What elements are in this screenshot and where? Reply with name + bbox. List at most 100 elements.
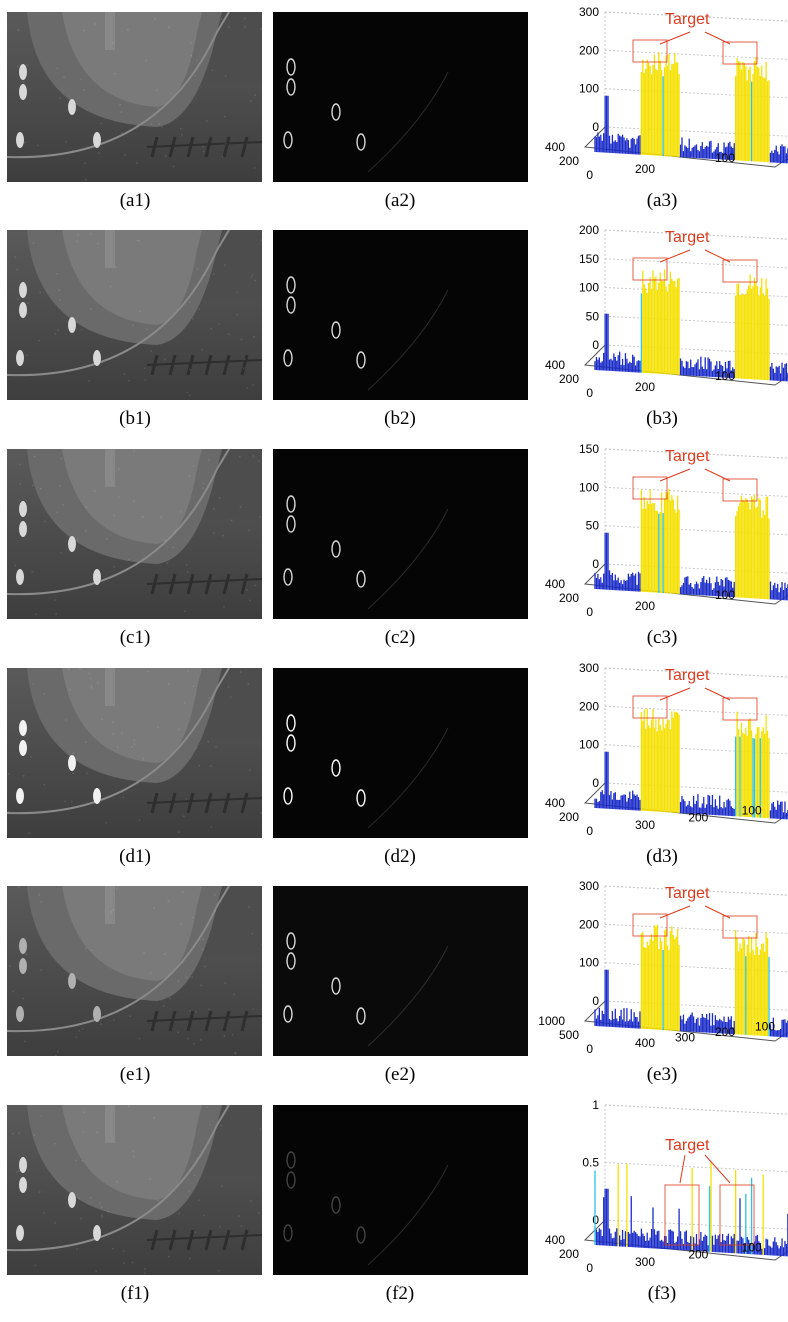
panel-e2 <box>273 886 528 1056</box>
pedestrian-2 <box>68 1192 76 1208</box>
panel-c1 <box>7 449 262 619</box>
panel-b2 <box>273 230 528 400</box>
z-tick-label: 200 <box>579 223 599 237</box>
target-box-right <box>722 915 758 939</box>
pedestrian-1 <box>19 958 27 974</box>
panel-d3: 0100200300Target40020003002001000 <box>535 658 788 843</box>
pedestrian-0 <box>19 282 27 298</box>
saliency-blob-1 <box>286 78 296 96</box>
z-tick-label: 0 <box>592 1213 599 1227</box>
saliency-blob-2 <box>331 759 341 777</box>
y-tick-label: 200 <box>559 810 579 824</box>
y-tick-label: 400 <box>545 140 565 154</box>
y-tick-label: 200 <box>559 591 579 605</box>
road-edge <box>7 12 230 159</box>
caption-a1: (a1) <box>119 190 151 211</box>
pedestrian-0 <box>19 938 27 954</box>
panel-f3: 00.51Target40020003002001000 <box>535 1095 788 1280</box>
panel-a3: 0100200300Target40020002001000 <box>535 2 788 187</box>
target-arrow-left <box>659 31 691 45</box>
pedestrian-4 <box>93 350 101 366</box>
panel-e1 <box>7 886 262 1056</box>
y-tick-label: 200 <box>559 372 579 386</box>
caption-b2: (b2) <box>384 408 416 429</box>
target-arrow-right <box>704 31 731 45</box>
target-arrow-right <box>704 468 731 482</box>
target-box-right <box>722 478 758 502</box>
z-tick-label: 300 <box>579 5 599 19</box>
saliency-blob-4 <box>356 133 366 151</box>
target-box-right <box>722 697 758 721</box>
x-tick-label: 100 <box>715 151 735 165</box>
z-tick-label: 0 <box>592 557 599 571</box>
z-tick-label: 150 <box>579 252 599 266</box>
x-tick-label: 100 <box>755 1020 775 1034</box>
y-tick-label: 200 <box>559 1247 579 1261</box>
z-tick-label: 1 <box>592 1098 599 1112</box>
caption-e1: (e1) <box>119 1064 151 1085</box>
target-arrow-right <box>704 905 731 919</box>
target-arrow-left <box>659 687 691 701</box>
saliency-blob-2 <box>331 321 341 339</box>
caption-a3: (a3) <box>646 190 678 211</box>
saliency-blob-1 <box>286 952 296 970</box>
target-label: Target <box>665 885 710 902</box>
panel-d2 <box>273 668 528 838</box>
caption-b3: (b3) <box>646 408 678 429</box>
caption-d2: (d2) <box>384 846 416 867</box>
y-tick-label: 1000 <box>538 1014 565 1028</box>
panel-d1 <box>7 668 262 838</box>
pole <box>105 12 115 50</box>
saliency-blob-1 <box>286 296 296 314</box>
pedestrian-0 <box>19 1157 27 1173</box>
pedestrian-2 <box>68 755 76 771</box>
target-label: Target <box>665 448 710 465</box>
target-label: Target <box>665 11 710 28</box>
pedestrian-1 <box>19 302 27 318</box>
x-tick-label: 400 <box>635 1036 655 1050</box>
pedestrian-0 <box>19 501 27 517</box>
z-tick-label: 100 <box>579 82 599 96</box>
target-box-left <box>632 257 668 281</box>
y-tick-label: 0 <box>586 168 593 182</box>
target-label: Target <box>665 229 710 246</box>
z-tick-label: 0 <box>592 994 599 1008</box>
saliency-background <box>273 12 528 182</box>
target-box-left <box>632 913 668 937</box>
saliency-blob-1 <box>286 1171 296 1189</box>
saliency-blob-1 <box>286 515 296 533</box>
saliency-blob-4 <box>356 570 366 588</box>
caption-f1: (f1) <box>120 1283 150 1304</box>
pedestrian-3 <box>16 1006 24 1022</box>
pedestrian-4 <box>93 1225 101 1241</box>
pedestrian-3 <box>16 569 24 585</box>
saliency-blob-0 <box>286 1151 296 1169</box>
z-tick-label: 100 <box>579 738 599 752</box>
y-tick-label: 0 <box>586 824 593 838</box>
pedestrian-4 <box>93 788 101 804</box>
z-tick-label: 300 <box>579 661 599 675</box>
saliency-blob-1 <box>286 734 296 752</box>
x-tick-label: 300 <box>675 1031 695 1045</box>
target-arrow-left <box>659 905 691 919</box>
y-tick-label: 500 <box>559 1028 579 1042</box>
y-tick-label: 0 <box>586 386 593 400</box>
saliency-blob-2 <box>331 103 341 121</box>
panel-b3: 050100150200Target40020002001000 <box>535 220 788 405</box>
z-tick-label: 100 <box>579 281 599 295</box>
pole <box>105 886 115 924</box>
road-edge <box>7 1105 230 1252</box>
x-tick-label: 300 <box>635 818 655 832</box>
z-tick-label: 300 <box>579 879 599 893</box>
caption-d3: (d3) <box>646 846 678 867</box>
y-tick-label: 0 <box>586 605 593 619</box>
pedestrian-3 <box>16 788 24 804</box>
saliency-blob-3 <box>283 131 293 149</box>
saliency-blob-0 <box>286 495 296 513</box>
pedestrian-2 <box>68 317 76 333</box>
pedestrian-4 <box>93 1006 101 1022</box>
y-tick-label: 400 <box>545 1233 565 1247</box>
pedestrian-0 <box>19 720 27 736</box>
pedestrian-1 <box>19 84 27 100</box>
pedestrian-1 <box>19 521 27 537</box>
